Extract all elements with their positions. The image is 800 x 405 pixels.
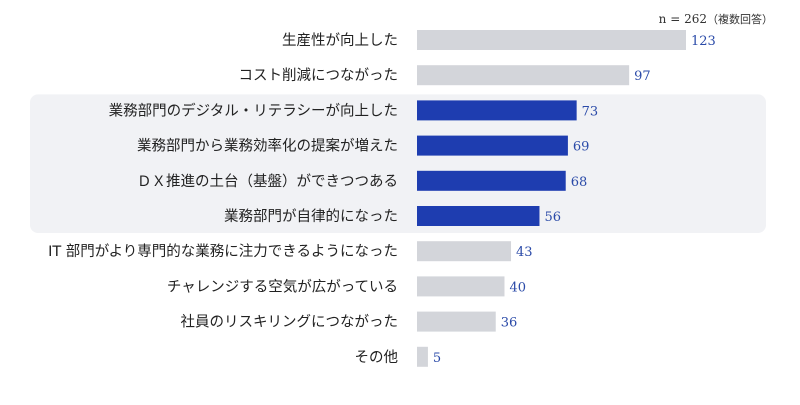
sample-size: n = 262 bbox=[658, 12, 707, 26]
category-label: 業務部門から業務効率化の提案が増えた bbox=[137, 137, 398, 155]
highlight-panel bbox=[30, 94, 766, 234]
value-label: 43 bbox=[516, 245, 533, 260]
category-label: 生産性が向上した bbox=[282, 32, 398, 49]
value-label: 97 bbox=[634, 69, 651, 84]
value-label: 56 bbox=[544, 210, 561, 225]
category-label: コスト削減につながった bbox=[239, 67, 399, 84]
sample-note-multiple: （複数回答） bbox=[707, 13, 773, 26]
category-label: 社員のリスキリングにつながった bbox=[181, 314, 399, 331]
bar bbox=[417, 346, 428, 367]
category-label: IT 部門がより専門的な業務に注力できるようになった bbox=[48, 243, 398, 260]
value-label: 68 bbox=[571, 175, 588, 190]
category-label: チャレンジする空気が広がっている bbox=[167, 278, 398, 295]
bar bbox=[417, 170, 566, 191]
category-label: 業務部門が自律的になった bbox=[224, 208, 398, 225]
bar bbox=[417, 30, 686, 50]
bar bbox=[417, 311, 496, 332]
bar bbox=[417, 206, 540, 226]
category-label: ＤＸ推進の土台（基盤）ができつつある bbox=[137, 173, 398, 190]
value-label: 123 bbox=[691, 34, 716, 49]
bar bbox=[417, 135, 568, 156]
category-label: その他 bbox=[355, 349, 399, 366]
sample-note: n = 262（複数回答） bbox=[659, 11, 773, 27]
category-label: 業務部門のデジタル・リテラシーが向上した bbox=[109, 101, 398, 119]
bar bbox=[417, 276, 505, 297]
bar bbox=[417, 65, 630, 86]
value-label: 5 bbox=[433, 351, 441, 366]
bar bbox=[417, 100, 577, 121]
bar bbox=[417, 241, 512, 262]
value-label: 40 bbox=[509, 280, 526, 295]
value-label: 36 bbox=[501, 316, 518, 331]
value-label: 73 bbox=[582, 104, 599, 119]
value-label: 69 bbox=[573, 140, 590, 155]
